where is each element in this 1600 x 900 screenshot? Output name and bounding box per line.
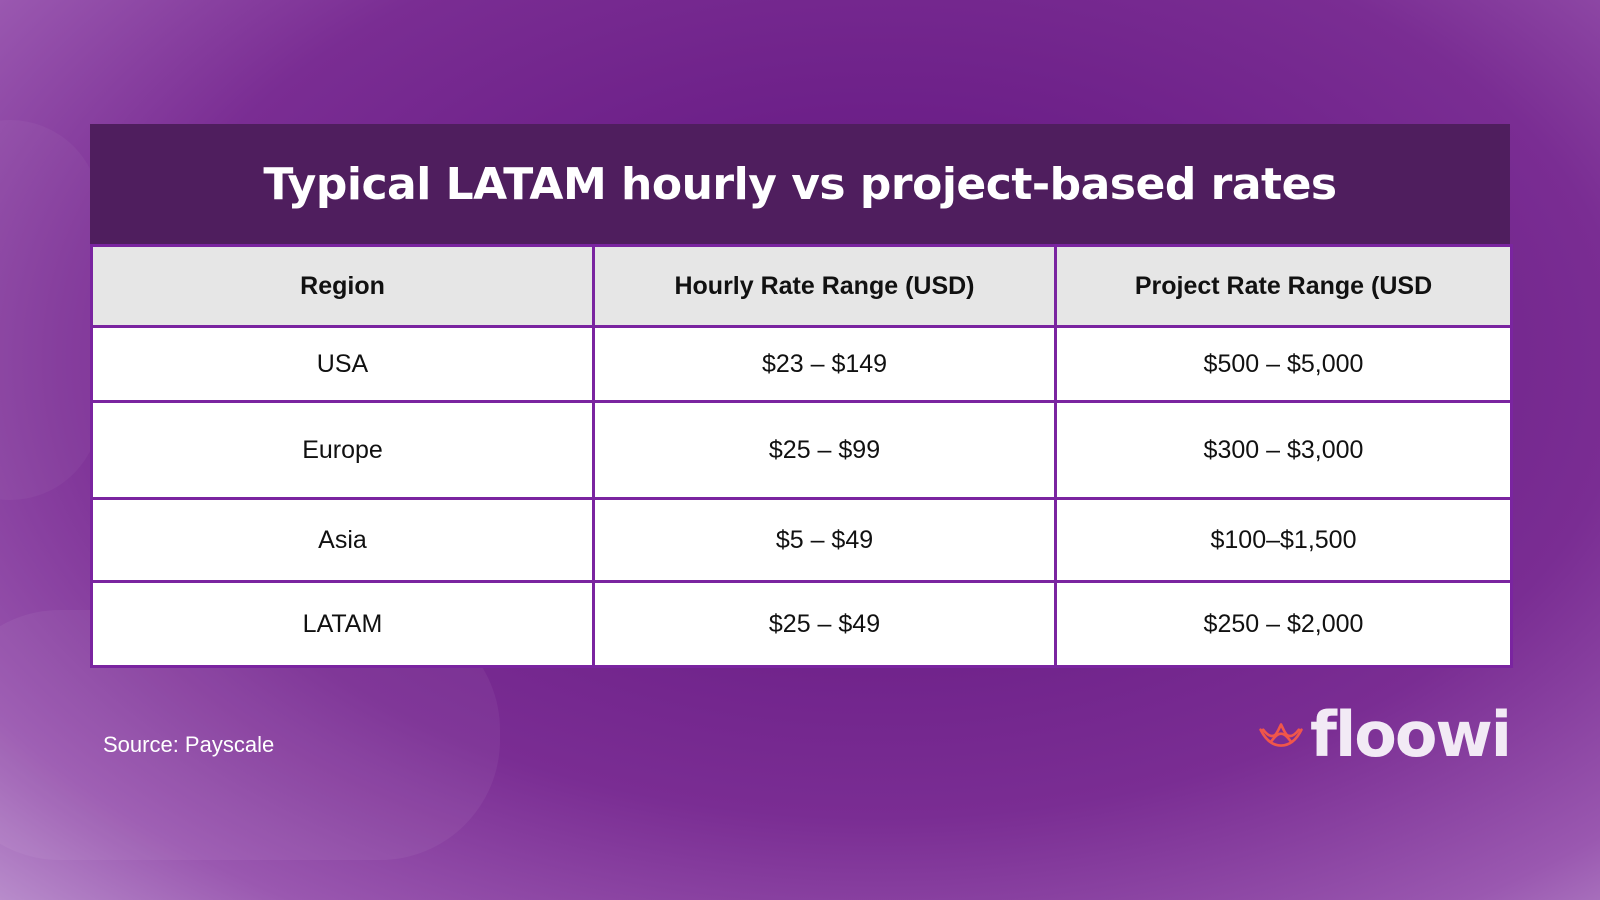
cell-hourly-rate: $23 – $149	[592, 325, 1057, 403]
background-shape-left	[0, 120, 100, 500]
cell-region: LATAM	[90, 580, 595, 668]
cell-region: Asia	[90, 497, 595, 583]
cell-hourly-rate: $25 – $49	[592, 580, 1057, 668]
cell-hourly-rate: $5 – $49	[592, 497, 1057, 583]
table-row: Europe $25 – $99 $300 – $3,000	[90, 400, 1513, 500]
column-header-project: Project Rate Range (USD	[1054, 244, 1513, 328]
crown-waves-icon	[1259, 723, 1303, 747]
cell-project-rate: $250 – $2,000	[1054, 580, 1513, 668]
table-row: Asia $5 – $49 $100–$1,500	[90, 497, 1513, 583]
cell-project-rate: $500 – $5,000	[1054, 325, 1513, 403]
cell-region: USA	[90, 325, 595, 403]
table-row: LATAM $25 – $49 $250 – $2,000	[90, 580, 1513, 668]
title-bar: Typical LATAM hourly vs project-based ra…	[90, 124, 1510, 244]
rates-table-card: Typical LATAM hourly vs project-based ra…	[90, 124, 1513, 668]
logo-wordmark: floowi	[1310, 698, 1512, 771]
cell-project-rate: $300 – $3,000	[1054, 400, 1513, 500]
floowi-logo: floowi	[1258, 698, 1512, 771]
rates-table: Region Hourly Rate Range (USD) Project R…	[90, 244, 1513, 668]
column-header-hourly: Hourly Rate Range (USD)	[592, 244, 1057, 328]
cell-hourly-rate: $25 – $99	[592, 400, 1057, 500]
source-note: Source: Payscale	[103, 732, 275, 757]
cell-region: Europe	[90, 400, 595, 500]
table-header-row: Region Hourly Rate Range (USD) Project R…	[90, 244, 1513, 328]
cell-project-rate: $100–$1,500	[1054, 497, 1513, 583]
column-header-region: Region	[90, 244, 595, 328]
chart-title: Typical LATAM hourly vs project-based ra…	[263, 158, 1337, 210]
table-row: USA $23 – $149 $500 – $5,000	[90, 325, 1513, 403]
